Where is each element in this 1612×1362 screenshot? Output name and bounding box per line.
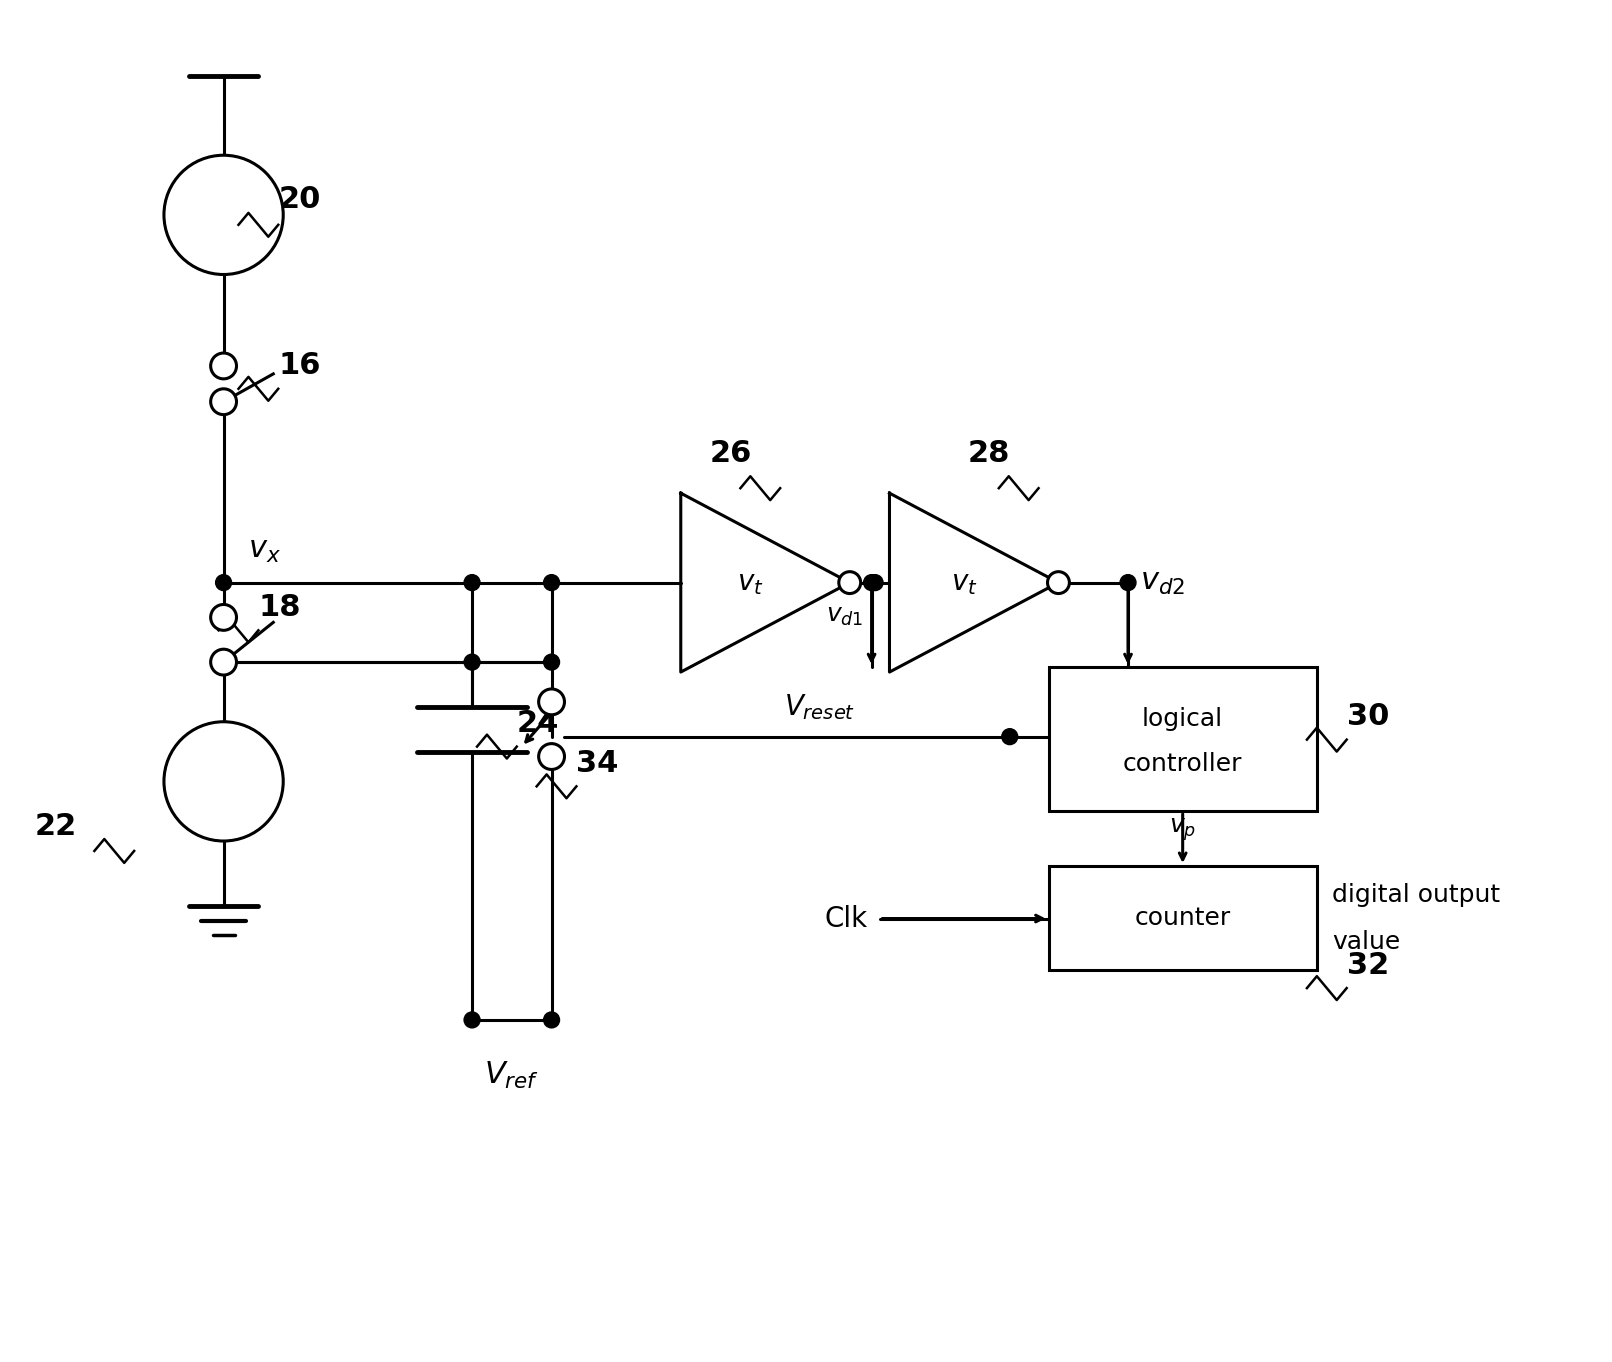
Bar <box>1048 667 1317 812</box>
Circle shape <box>838 572 861 594</box>
Circle shape <box>464 575 480 591</box>
Text: $v_t$: $v_t$ <box>737 568 764 597</box>
Circle shape <box>864 575 880 591</box>
Circle shape <box>867 575 883 591</box>
Circle shape <box>211 650 237 676</box>
Circle shape <box>164 155 284 275</box>
Circle shape <box>1001 729 1017 745</box>
Text: 20: 20 <box>279 185 321 214</box>
Text: $v_x$: $v_x$ <box>248 535 282 565</box>
Text: digital output: digital output <box>1332 883 1499 907</box>
Circle shape <box>543 1012 559 1028</box>
Circle shape <box>538 744 564 770</box>
Bar <box>1048 866 1317 970</box>
Text: 28: 28 <box>967 439 1011 469</box>
Circle shape <box>211 605 237 631</box>
Text: logical: logical <box>1143 707 1224 731</box>
Text: controller: controller <box>1124 752 1243 776</box>
Circle shape <box>211 353 237 379</box>
Text: $v_{d2}$: $v_{d2}$ <box>1140 568 1185 597</box>
Text: 16: 16 <box>279 351 321 380</box>
Circle shape <box>1048 572 1069 594</box>
Text: 26: 26 <box>709 439 751 469</box>
Text: $v_p$: $v_p$ <box>1169 816 1196 843</box>
Text: value: value <box>1332 930 1399 955</box>
Text: Clk: Clk <box>824 904 867 933</box>
Text: 24: 24 <box>517 710 559 738</box>
Text: 34: 34 <box>577 749 619 778</box>
Text: $v_{d1}$: $v_{d1}$ <box>825 605 864 628</box>
Circle shape <box>211 388 237 414</box>
Text: $V_{ref}$: $V_{ref}$ <box>484 1060 540 1091</box>
Circle shape <box>164 722 284 840</box>
Text: 30: 30 <box>1346 703 1390 731</box>
Text: counter: counter <box>1135 906 1232 930</box>
Circle shape <box>538 689 564 715</box>
Circle shape <box>543 575 559 591</box>
Text: 32: 32 <box>1346 951 1390 979</box>
Text: 18: 18 <box>258 592 301 622</box>
Circle shape <box>464 654 480 670</box>
Text: 22: 22 <box>35 812 77 840</box>
Circle shape <box>464 1012 480 1028</box>
Circle shape <box>1120 575 1136 591</box>
Circle shape <box>216 575 232 591</box>
Text: $V_{reset}$: $V_{reset}$ <box>785 692 856 722</box>
Text: $v_t$: $v_t$ <box>951 568 977 597</box>
Circle shape <box>543 654 559 670</box>
